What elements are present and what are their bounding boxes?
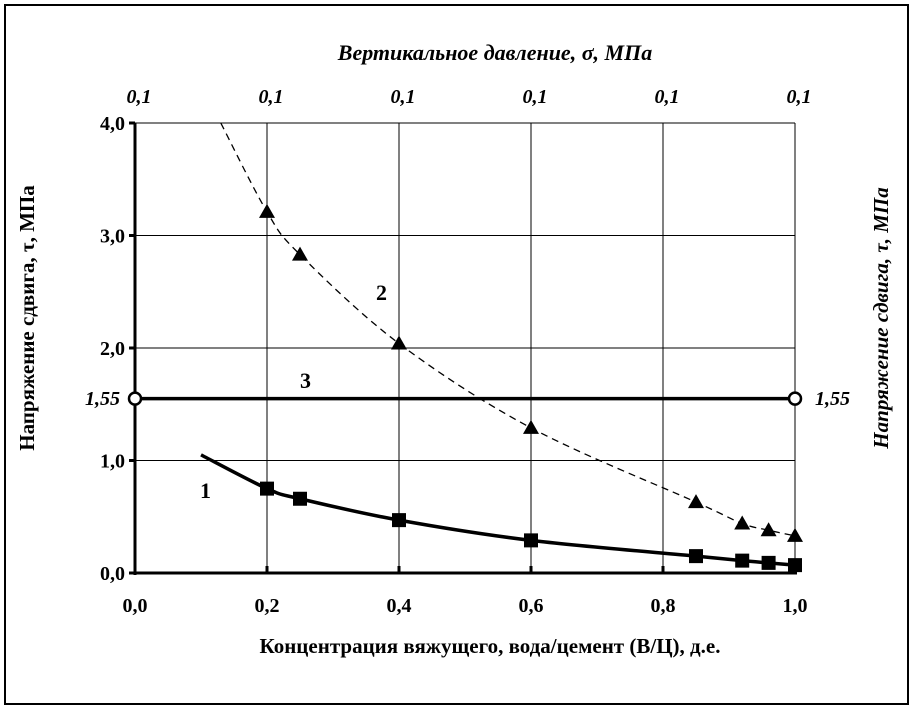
y-tick-label: 0,0: [100, 563, 125, 585]
x-axis-title: Концентрация вяжущего, вода/цемент (В/Ц)…: [260, 634, 721, 658]
x-tick-label: 1,0: [783, 595, 808, 617]
y-tick-label: 3,0: [100, 226, 125, 248]
series-1-point: [761, 555, 776, 570]
top-tick-label: 0,1: [523, 86, 548, 108]
x-tick-label: 0,0: [123, 595, 148, 617]
series-2-point: [787, 527, 803, 542]
series-1-label: 1: [200, 478, 211, 503]
top-tick-label: 0,1: [259, 86, 284, 108]
series-3-point: [787, 391, 803, 406]
x-tick-label: 0,4: [387, 595, 412, 617]
top-tick-label: 0,1: [787, 86, 812, 108]
annotation-right: 1,55: [815, 388, 850, 410]
y-tick-label: 1,0: [100, 451, 125, 473]
labels: 0,0 0,1 0,2 0,1 0,4 0,1 0,6 0,1 0,8 0,1 1,0 0,1 0,0 1…: [100, 86, 812, 617]
grid: [129, 121, 797, 575]
y-tick-label: 4,0: [100, 113, 125, 135]
series-1-point: [689, 549, 703, 564]
top-axis-title: Вертикальное давление, σ, МПа: [337, 40, 652, 65]
series-2-line: [220, 122, 796, 537]
markers: [127, 203, 803, 573]
series-2-point: [292, 246, 308, 261]
series-2-point: [523, 419, 539, 434]
series-3-point: [127, 391, 143, 406]
series-2-point: [391, 335, 407, 350]
series-1-point: [392, 513, 406, 528]
series-1-point: [788, 558, 802, 573]
series-2-label: 2: [376, 280, 387, 305]
y-tick-label: 2,0: [100, 338, 125, 360]
series-1-point: [735, 553, 750, 568]
series-1-point: [524, 533, 538, 548]
x-tick-label: 0,8: [651, 595, 676, 617]
series-2-point: [734, 515, 751, 530]
top-tick-label: 0,1: [655, 86, 680, 108]
series-3-label: 3: [300, 368, 311, 393]
series-1-point: [260, 481, 274, 496]
top-tick-label: 0,1: [391, 86, 416, 108]
x-tick-label: 0,2: [255, 595, 280, 617]
series-2-point: [760, 522, 777, 537]
series-1-line: [200, 453, 796, 567]
series-2-point: [259, 203, 275, 218]
series-1-point: [293, 491, 307, 506]
annotation-left: 1,55: [85, 388, 120, 410]
x-tick-label: 0,6: [519, 595, 544, 617]
top-tick-label: 0,1: [127, 86, 152, 108]
y-axis-title: Напряжение сдвига, τ, МПа: [15, 185, 39, 451]
image-frame: [4, 4, 909, 705]
series-2-point: [688, 494, 704, 509]
right-axis-title: Напряжение сдвига, τ, МПа: [869, 187, 893, 449]
